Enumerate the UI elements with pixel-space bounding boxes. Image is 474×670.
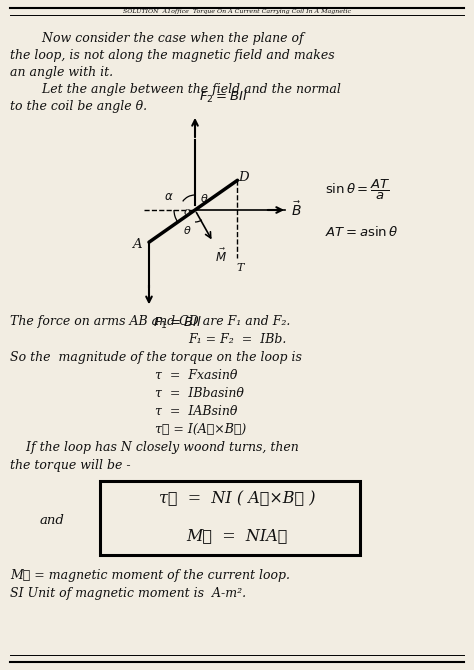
Text: SI Unit of magnetic moment is  A-m².: SI Unit of magnetic moment is A-m². bbox=[10, 587, 246, 600]
Text: Let the angle between the field and the normal: Let the angle between the field and the … bbox=[10, 83, 341, 96]
Text: the torque will be -: the torque will be - bbox=[10, 459, 131, 472]
Text: $AT = a\sin\theta$: $AT = a\sin\theta$ bbox=[325, 225, 398, 239]
Text: T: T bbox=[237, 263, 244, 273]
Text: o: o bbox=[183, 207, 191, 217]
Text: The force on arms AB and CD are F₁ and F₂.: The force on arms AB and CD are F₁ and F… bbox=[10, 315, 291, 328]
Text: $\theta$: $\theta$ bbox=[200, 192, 208, 204]
Text: $\theta$: $\theta$ bbox=[182, 224, 191, 236]
Text: the loop, is not along the magnetic field and makes: the loop, is not along the magnetic fiel… bbox=[10, 49, 335, 62]
Text: τ  =  Fxasinθ: τ = Fxasinθ bbox=[155, 369, 237, 382]
Text: τ  =  IABsinθ: τ = IABsinθ bbox=[155, 405, 237, 418]
Text: $\sin\theta = \dfrac{AT}{a}$: $\sin\theta = \dfrac{AT}{a}$ bbox=[325, 178, 391, 202]
Text: τ⃗  =  NI ( A⃗×B⃗ ): τ⃗ = NI ( A⃗×B⃗ ) bbox=[159, 490, 315, 507]
Text: to the coil be angle θ.: to the coil be angle θ. bbox=[10, 100, 147, 113]
FancyBboxPatch shape bbox=[100, 481, 360, 555]
Text: an angle with it.: an angle with it. bbox=[10, 66, 113, 79]
Text: and: and bbox=[39, 515, 64, 527]
Text: F₁ = F₂  =  IBb.: F₁ = F₂ = IBb. bbox=[188, 333, 286, 346]
Text: $F_1 = BIl$: $F_1 = BIl$ bbox=[153, 315, 202, 331]
Text: M⃗  =  NIA⃗: M⃗ = NIA⃗ bbox=[186, 527, 288, 545]
Text: M⃗ = magnetic moment of the current loop.: M⃗ = magnetic moment of the current loop… bbox=[10, 569, 290, 582]
Text: $F_2 = BIl$: $F_2 = BIl$ bbox=[199, 89, 248, 105]
Text: Now consider the case when the plane of: Now consider the case when the plane of bbox=[10, 32, 304, 45]
Text: So the  magnitude of the torque on the loop is: So the magnitude of the torque on the lo… bbox=[10, 351, 302, 364]
Text: τ  =  IBbasinθ: τ = IBbasinθ bbox=[155, 387, 244, 400]
Text: $\alpha$: $\alpha$ bbox=[164, 190, 174, 204]
Text: A: A bbox=[132, 238, 142, 251]
Text: $\vec{M}$: $\vec{M}$ bbox=[215, 248, 227, 265]
Text: τ⃗ = I(A⃗×B⃗): τ⃗ = I(A⃗×B⃗) bbox=[155, 423, 246, 436]
Text: SOLUTION  A1office  Torque On A Current Carrying Coil In A Magnetic: SOLUTION A1office Torque On A Current Ca… bbox=[123, 9, 351, 15]
Text: If the loop has N closely woond turns, then: If the loop has N closely woond turns, t… bbox=[10, 441, 299, 454]
Text: D: D bbox=[238, 171, 249, 184]
Text: $\vec{B}$: $\vec{B}$ bbox=[291, 201, 301, 219]
